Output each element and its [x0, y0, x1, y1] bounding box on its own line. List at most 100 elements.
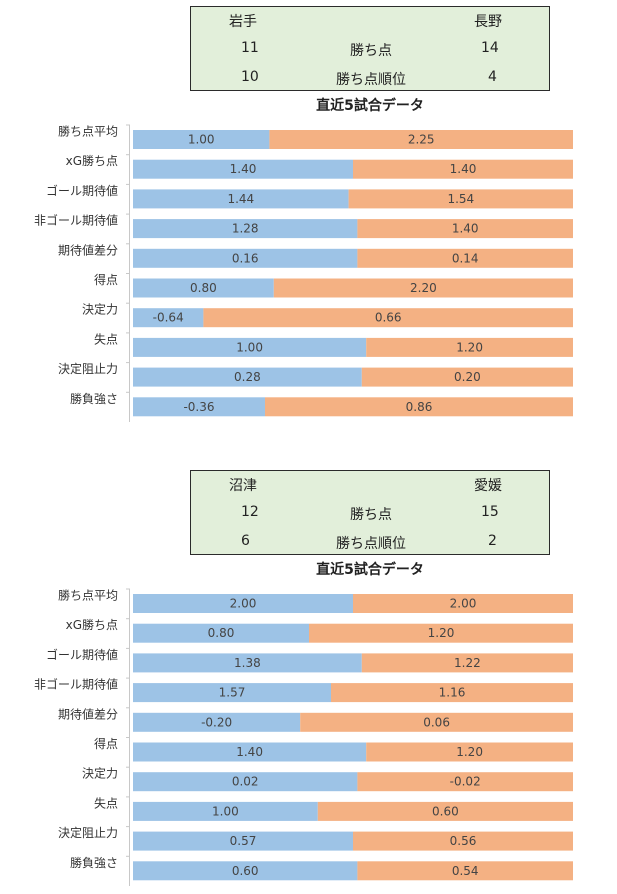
- data-label-team-a: 1.00: [188, 133, 215, 147]
- bar-team-a: [133, 159, 353, 179]
- data-label-team-b: 1.16: [439, 686, 466, 700]
- bar-team-b: [361, 367, 573, 387]
- category-label: xG勝ち点: [66, 153, 118, 168]
- bar-team-a: [133, 683, 331, 703]
- data-label-team-a: 0.02: [232, 775, 259, 789]
- category-label: 決定力: [82, 302, 118, 317]
- data-label-team-b: -0.02: [450, 775, 481, 789]
- data-label-team-b: 0.86: [406, 400, 433, 414]
- bar-team-a: [133, 189, 349, 209]
- bar-team-a: [133, 308, 204, 328]
- bar-team-a: [133, 248, 358, 268]
- data-label-team-a: -0.36: [183, 400, 214, 414]
- category-label: 期待値差分: [58, 706, 118, 721]
- data-label-team-a: 1.38: [234, 656, 261, 670]
- category-label: 決定阻止力: [58, 361, 118, 376]
- rank-label: 勝ち点順位: [336, 536, 406, 552]
- bar-team-b: [357, 772, 573, 792]
- data-label-team-b: 1.20: [456, 745, 483, 759]
- chart-title: 直近5試合データ: [316, 98, 424, 114]
- data-label-team-b: 1.22: [454, 656, 481, 670]
- category-label: 勝負強さ: [70, 391, 118, 406]
- data-label-team-a: 0.80: [190, 281, 217, 295]
- data-label-team-a: 0.57: [230, 834, 257, 848]
- category-label: ゴール期待値: [46, 183, 118, 198]
- bar-team-b: [353, 831, 573, 851]
- bar-team-b: [366, 742, 573, 762]
- data-label-team-b: 0.54: [452, 864, 479, 878]
- data-label-team-b: 0.14: [452, 251, 479, 265]
- category-label: 得点: [94, 736, 118, 751]
- match-panel-1: 岩手 長野 11 勝ち点 14 10 勝ち点順位 4 直近5試合データ 勝ち点平…: [0, 0, 617, 430]
- data-label-team-b: 2.20: [410, 281, 437, 295]
- scorebox: 岩手 長野 11 勝ち点 14 10 勝ち点順位 4: [190, 6, 550, 91]
- team-a-rank: 10: [241, 69, 259, 85]
- bar-team-b: [357, 219, 573, 239]
- category-label: 非ゴール期待値: [34, 677, 118, 692]
- bar-team-a: [133, 219, 358, 239]
- points-label: 勝ち点: [350, 43, 392, 59]
- team-a-name: 沼津: [229, 478, 257, 494]
- data-label-team-b: 0.60: [432, 804, 459, 818]
- data-label-team-b: 1.40: [452, 222, 479, 236]
- bar-team-b: [309, 623, 573, 643]
- data-label-team-b: 2.25: [408, 133, 435, 147]
- bar-team-a: [133, 653, 362, 673]
- bar-team-a: [133, 278, 274, 298]
- rank-label: 勝ち点順位: [336, 72, 406, 88]
- bar-team-b: [353, 159, 573, 179]
- data-label-team-b: 0.06: [423, 715, 450, 729]
- data-label-team-b: 1.20: [456, 340, 483, 354]
- chart-title: 直近5試合データ: [316, 562, 424, 578]
- category-label: 非ゴール期待値: [34, 213, 118, 228]
- bar-team-a: [133, 130, 270, 149]
- comparison-bar-chart: 勝ち点平均 2.00 2.00 xG勝ち点 0.80 1.20 ゴール期待値 1.38 1.22…: [34, 588, 573, 886]
- bar-team-b: [361, 653, 573, 673]
- data-label-team-a: 0.60: [232, 864, 259, 878]
- bar-team-a: [133, 594, 353, 613]
- comparison-bar-chart: 勝ち点平均 1.00 2.25 xG勝ち点 1.40 1.40 ゴール期待値 1.44 1.54…: [34, 124, 573, 422]
- scorebox: 沼津 愛媛 12 勝ち点 15 6 勝ち点順位 2: [190, 470, 550, 555]
- team-b-points: 15: [481, 504, 499, 520]
- data-label-team-a: 0.16: [232, 251, 259, 265]
- data-label-team-a: -0.64: [153, 311, 184, 325]
- team-b-name: 愛媛: [474, 478, 502, 494]
- bar-team-b: [331, 683, 573, 703]
- bar-team-a: [133, 337, 367, 357]
- data-label-team-b: 0.66: [375, 311, 402, 325]
- team-a-name: 岩手: [229, 14, 257, 30]
- bar-team-b: [366, 337, 573, 357]
- bar-team-a: [133, 712, 301, 732]
- data-label-team-a: 1.28: [232, 222, 259, 236]
- category-label: 勝ち点平均: [58, 124, 118, 139]
- data-label-team-a: 1.40: [236, 745, 263, 759]
- data-label-team-a: 2.00: [230, 597, 257, 611]
- bar-team-a: [133, 397, 265, 417]
- bar-team-a: [133, 861, 358, 881]
- bar-team-a: [133, 831, 353, 851]
- team-a-rank: 6: [241, 533, 250, 549]
- points-label: 勝ち点: [350, 507, 392, 523]
- team-a-points: 12: [241, 504, 259, 520]
- match-panel-2: 沼津 愛媛 12 勝ち点 15 6 勝ち点順位 2 直近5試合データ 勝ち点平均…: [0, 464, 617, 894]
- bar-team-a: [133, 367, 362, 387]
- data-label-team-a: 1.00: [236, 340, 263, 354]
- bar-team-b: [300, 712, 573, 732]
- category-label: xG勝ち点: [66, 617, 118, 632]
- bar-team-b: [265, 397, 573, 417]
- bar-team-b: [353, 594, 573, 613]
- data-label-team-a: 0.28: [234, 370, 261, 384]
- data-label-team-a: 1.40: [230, 162, 257, 176]
- category-label: 勝負強さ: [70, 855, 118, 870]
- bar-team-a: [133, 801, 318, 821]
- team-b-points: 14: [481, 40, 499, 56]
- data-label-team-a: 1.57: [219, 686, 246, 700]
- data-label-team-a: -0.20: [201, 715, 232, 729]
- category-label: 失点: [94, 331, 118, 346]
- data-label-team-b: 0.20: [454, 370, 481, 384]
- team-b-rank: 2: [488, 533, 497, 549]
- category-label: 勝ち点平均: [58, 588, 118, 603]
- team-a-points: 11: [241, 40, 259, 56]
- bar-team-b: [357, 248, 573, 268]
- bar-team-b: [203, 308, 573, 328]
